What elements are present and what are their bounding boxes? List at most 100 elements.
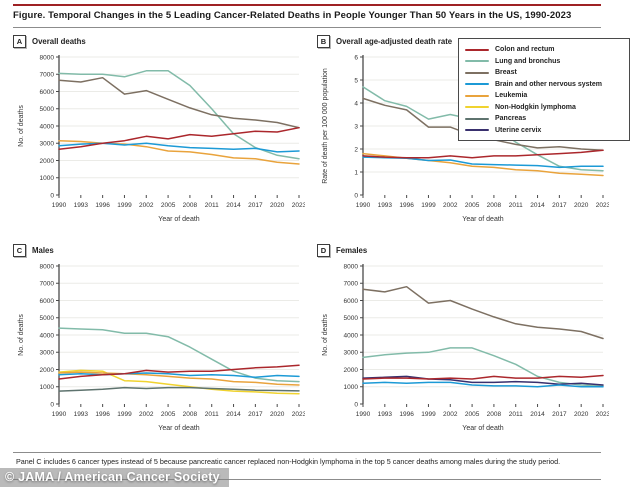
panel-b-header: B Overall age-adjusted death rate: [317, 34, 609, 48]
svg-text:8000: 8000: [40, 263, 55, 270]
svg-text:1996: 1996: [399, 202, 414, 209]
legend-item: Leukemia: [465, 90, 623, 102]
svg-text:2020: 2020: [270, 202, 285, 209]
panel-b-title: Overall age-adjusted death rate: [336, 36, 453, 46]
svg-text:7000: 7000: [40, 72, 55, 79]
legend-swatch: [465, 60, 489, 63]
svg-text:2020: 2020: [270, 411, 285, 418]
svg-text:2011: 2011: [205, 411, 219, 418]
svg-text:6000: 6000: [344, 298, 359, 305]
svg-text:0: 0: [354, 192, 358, 199]
svg-text:3: 3: [354, 123, 358, 130]
legend-item: Non-Hodgkin lymphoma: [465, 102, 623, 114]
svg-text:2002: 2002: [139, 411, 154, 418]
svg-text:1996: 1996: [95, 411, 110, 418]
svg-text:No. of deaths: No. of deaths: [322, 314, 329, 356]
footnote-divider-bottom: [13, 479, 601, 480]
figure-footnote: Panel C includes 6 cancer types instead …: [16, 457, 561, 466]
legend-swatch: [465, 83, 489, 86]
svg-text:2023: 2023: [596, 411, 609, 418]
panel-c-badge: C: [13, 243, 26, 257]
svg-text:4: 4: [354, 100, 358, 107]
chart-legend: Colon and rectum Lung and bronchus Breast B…: [458, 38, 630, 141]
legend-item: Uterine cervix: [465, 125, 623, 137]
panel-c-header: C Males: [13, 243, 305, 257]
svg-text:1000: 1000: [344, 384, 359, 391]
svg-text:4000: 4000: [344, 332, 359, 339]
legend-swatch: [465, 129, 489, 132]
svg-text:2008: 2008: [487, 411, 502, 418]
svg-text:5000: 5000: [40, 315, 55, 322]
svg-text:0: 0: [50, 401, 54, 408]
legend-label: Non-Hodgkin lymphoma: [495, 103, 576, 111]
svg-text:1996: 1996: [399, 411, 414, 418]
legend-item: Pancreas: [465, 113, 623, 125]
svg-text:2020: 2020: [574, 202, 589, 209]
panel-c-chart: 0 1000 2000 3000 4000 5000 6000 7000 8000 1990 199…: [18, 263, 305, 432]
panel-b-badge: B: [317, 34, 330, 48]
svg-text:Year of death: Year of death: [462, 425, 503, 432]
svg-text:2017: 2017: [248, 202, 263, 209]
svg-text:2000: 2000: [40, 367, 55, 374]
svg-text:5000: 5000: [40, 106, 55, 113]
panel-d: D Females 0 1000 2000 3000 4000 5000 6000 7000 8…: [317, 243, 609, 444]
svg-text:1990: 1990: [356, 411, 371, 418]
svg-text:1990: 1990: [356, 202, 371, 209]
svg-text:2005: 2005: [465, 411, 480, 418]
svg-text:2005: 2005: [161, 202, 176, 209]
svg-text:1000: 1000: [40, 384, 55, 391]
svg-text:2011: 2011: [509, 202, 523, 209]
panel-a: A Overall deaths 0 1000 2000 3000 4000 5000 60…: [13, 34, 305, 235]
panel-d-title: Females: [336, 245, 368, 255]
legend-label: Breast: [495, 69, 517, 77]
svg-text:2002: 2002: [139, 202, 154, 209]
svg-text:Year of death: Year of death: [158, 425, 199, 432]
svg-text:Rate of death per 100 000 popu: Rate of death per 100 000 population: [322, 68, 329, 184]
svg-text:2014: 2014: [530, 411, 545, 418]
legend-item: Breast: [465, 67, 623, 79]
svg-text:1999: 1999: [117, 202, 132, 209]
legend-swatch: [465, 94, 489, 97]
svg-text:6000: 6000: [40, 298, 55, 305]
svg-text:2002: 2002: [443, 202, 458, 209]
panel-d-badge: D: [317, 243, 330, 257]
top-accent-rule: [13, 4, 601, 6]
svg-text:2011: 2011: [205, 202, 219, 209]
svg-text:2008: 2008: [183, 202, 198, 209]
svg-text:0: 0: [50, 192, 54, 199]
svg-text:2020: 2020: [574, 411, 589, 418]
svg-text:5000: 5000: [344, 315, 359, 322]
panel-a-badge: A: [13, 34, 26, 48]
svg-text:2005: 2005: [161, 411, 176, 418]
svg-text:3000: 3000: [40, 141, 55, 148]
panel-a-header: A Overall deaths: [13, 34, 305, 48]
legend-item: Brain and other nervous system: [465, 79, 623, 91]
figure-title: Figure. Temporal Changes in the 5 Leadin…: [13, 10, 572, 21]
svg-text:1990: 1990: [52, 411, 67, 418]
watermark-credit: © JAMA / American Cancer Society: [0, 468, 229, 487]
panel-a-chart: 0 1000 2000 3000 4000 5000 6000 7000 8000 1990 199…: [18, 54, 305, 223]
svg-text:1999: 1999: [421, 202, 436, 209]
legend-label: Lung and bronchus: [495, 57, 561, 65]
svg-text:8000: 8000: [344, 263, 359, 270]
svg-text:7000: 7000: [40, 281, 55, 288]
svg-text:1993: 1993: [378, 202, 393, 209]
svg-text:2017: 2017: [248, 411, 263, 418]
svg-text:1996: 1996: [95, 202, 110, 209]
svg-text:Year of death: Year of death: [462, 216, 503, 223]
legend-swatch: [465, 117, 489, 120]
svg-text:2017: 2017: [552, 411, 567, 418]
svg-text:1: 1: [354, 169, 358, 176]
legend-label: Leukemia: [495, 92, 528, 100]
svg-text:1993: 1993: [74, 411, 89, 418]
svg-text:5: 5: [354, 77, 358, 84]
svg-text:2008: 2008: [183, 411, 198, 418]
title-divider: [13, 27, 601, 28]
svg-text:1999: 1999: [421, 411, 436, 418]
svg-text:2: 2: [354, 146, 358, 153]
svg-text:1000: 1000: [40, 175, 55, 182]
svg-text:2000: 2000: [344, 367, 359, 374]
svg-text:2008: 2008: [487, 202, 502, 209]
svg-text:2011: 2011: [509, 411, 523, 418]
svg-text:2017: 2017: [552, 202, 567, 209]
